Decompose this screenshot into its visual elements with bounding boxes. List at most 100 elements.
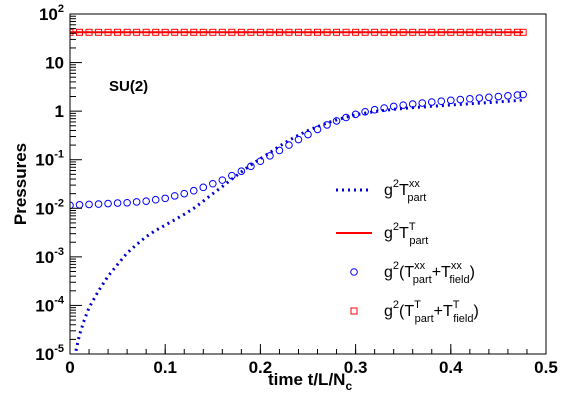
series-TT_total [70, 28, 527, 36]
data-point [228, 28, 236, 36]
legend-swatch [350, 307, 358, 315]
data-point [247, 162, 255, 171]
y-tick-exponent: -1 [54, 149, 64, 161]
legend-label-part: +T [434, 303, 453, 320]
data-point [294, 135, 303, 144]
y-tick-base: 10 [35, 248, 54, 267]
legend-label-part: (T [399, 264, 414, 281]
data-point [399, 101, 408, 109]
data-point [209, 179, 217, 188]
x-tick-label: 0.1 [153, 358, 177, 377]
data-point [519, 28, 527, 36]
legend-label-part: 2 [393, 299, 399, 311]
data-point [170, 192, 179, 200]
legend-label-part: 2 [393, 178, 399, 190]
data-point [142, 28, 150, 36]
data-point [418, 28, 426, 36]
y-tick-label: 10-5 [35, 343, 64, 364]
data-point [161, 28, 169, 36]
legend-label-part: ) [470, 264, 475, 281]
y-tick-label: 102 [39, 3, 64, 24]
data-point [323, 121, 331, 129]
legend-label-part: ) [473, 303, 478, 320]
data-point [390, 28, 398, 36]
series-line [73, 98, 524, 354]
data-point [389, 102, 398, 111]
data-point [114, 28, 122, 36]
data-point [409, 28, 417, 36]
data-point [256, 157, 265, 166]
data-point [494, 92, 503, 101]
legend-label-part: T [399, 225, 409, 242]
data-point [247, 28, 255, 36]
data-point [428, 28, 436, 36]
legend-label: g2Txx part [384, 178, 426, 204]
data-point [352, 28, 360, 36]
data-point [95, 28, 103, 36]
data-point [76, 28, 84, 36]
data-point [371, 28, 379, 36]
data-point [104, 199, 112, 208]
data-point [237, 28, 245, 36]
legend-label-part: part [413, 274, 432, 286]
x-tick-label: 0.4 [439, 358, 463, 377]
x-tick-label: 0.2 [249, 358, 273, 377]
data-point [285, 141, 293, 149]
data-point [494, 28, 502, 36]
y-tick-base: 10 [39, 5, 58, 24]
data-point [237, 167, 246, 176]
data-point [342, 28, 350, 36]
legend-label-part: field [453, 313, 473, 325]
data-point [456, 95, 465, 104]
data-point [256, 28, 264, 36]
data-point [475, 94, 484, 102]
x-tick-label: 0 [65, 358, 74, 377]
legend-label-part: 2 [393, 260, 399, 272]
data-point [275, 28, 283, 36]
legend-entry-TT_part: g2TT part [336, 221, 428, 247]
y-tick-exponent: -2 [54, 197, 64, 209]
data-point [85, 200, 93, 209]
data-point [123, 198, 131, 207]
data-point [370, 105, 379, 114]
y-tick-label: 10-3 [35, 246, 64, 267]
data-point [218, 28, 226, 36]
legend-label: g2(Txx part+Txx field) [384, 260, 475, 286]
y-tick-exponent: -3 [54, 246, 64, 258]
x-axis-title-sub: c [345, 379, 352, 393]
data-point [228, 171, 236, 180]
y-tick-label: 10 [45, 54, 64, 73]
y-tick-base: 10 [35, 199, 54, 218]
legend-label-part: T [414, 299, 421, 311]
data-point [94, 200, 103, 208]
legend-label-part: xx [414, 260, 426, 272]
legend-label-part: (T [399, 303, 414, 320]
data-point [408, 100, 417, 108]
legend-label-part: xx [409, 178, 421, 190]
legend-swatch [350, 268, 358, 276]
data-point [418, 99, 427, 107]
data-point [189, 186, 198, 195]
series-Txx_part [73, 98, 524, 354]
legend-label-part: part [409, 235, 428, 247]
data-point [104, 28, 112, 36]
legend-label-part: part [415, 313, 434, 325]
data-point [151, 195, 160, 204]
data-point [70, 201, 74, 210]
legend-label: g2TT part [384, 221, 428, 247]
y-tick-base: 10 [35, 345, 54, 364]
series-Txx_total [70, 90, 527, 210]
data-point [427, 98, 436, 106]
y-tick-base: 10 [45, 54, 64, 73]
data-point [190, 28, 198, 36]
data-point [113, 199, 122, 207]
data-point [314, 28, 322, 36]
x-axis-title: time t/L/Nc [268, 370, 352, 393]
legend-label-part: g [384, 182, 393, 199]
y-tick-exponent: 2 [58, 3, 64, 15]
data-point [519, 90, 527, 99]
legend-label-part: field [449, 274, 469, 286]
data-point [333, 28, 341, 36]
data-point [447, 28, 455, 36]
